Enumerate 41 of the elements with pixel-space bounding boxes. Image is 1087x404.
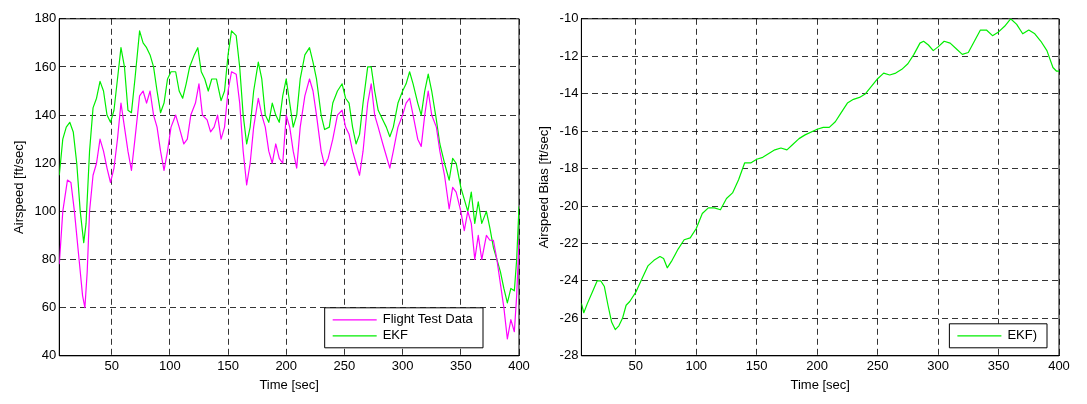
y-tick-label: -20 — [559, 197, 579, 213]
y-axis-title: Airspeed Bias [ft/sec] — [536, 126, 552, 249]
x-tick-label: 300 — [927, 358, 949, 374]
x-tick-label: 400 — [1048, 358, 1070, 374]
x-tick-label: 150 — [217, 358, 239, 374]
x-axis-title: Time [sec] — [259, 376, 319, 392]
x-axis-title: Time [sec] — [790, 376, 850, 392]
x-tick-label: 350 — [987, 358, 1010, 374]
y-tick-label: -18 — [559, 160, 579, 176]
y-tick-label: 140 — [34, 106, 57, 122]
y-tick-label: 160 — [34, 58, 57, 74]
y-tick-label: -12 — [559, 47, 579, 63]
y-tick-label: -10 — [559, 10, 579, 26]
y-tick-label: 60 — [41, 299, 57, 315]
x-tick-label: 150 — [745, 358, 768, 374]
x-tick-label: 250 — [866, 358, 889, 374]
x-tick-label: 350 — [449, 358, 472, 374]
x-tick-label: 400 — [508, 358, 530, 374]
y-tick-label: -22 — [559, 235, 579, 251]
y-tick-label: -16 — [559, 122, 579, 138]
y-tick-label: 120 — [34, 154, 57, 170]
y-tick-label: 100 — [34, 202, 57, 218]
legend-label: EKF — [382, 327, 409, 343]
x-tick-label: 200 — [275, 358, 298, 374]
x-tick-label: 200 — [806, 358, 829, 374]
x-tick-label: 250 — [333, 358, 356, 374]
x-tick-label: 50 — [628, 358, 644, 374]
y-tick-label: -26 — [559, 309, 579, 325]
y-tick-label: -24 — [559, 272, 579, 288]
y-axis-title: Airspeed [ft/sec] — [11, 140, 27, 234]
x-tick-label: 50 — [104, 358, 119, 374]
x-tick-label: 100 — [685, 358, 708, 374]
y-tick-label: -28 — [559, 347, 579, 363]
x-tick-label: 300 — [391, 358, 414, 374]
y-tick-label: -14 — [559, 85, 579, 101]
x-tick-label: 100 — [159, 358, 181, 374]
y-tick-label: 80 — [41, 251, 57, 267]
y-tick-label: 40 — [41, 347, 57, 363]
legend-label: Flight Test Data — [382, 311, 474, 327]
legend-label: EKF) — [1007, 327, 1038, 343]
y-tick-label: 180 — [34, 10, 57, 26]
